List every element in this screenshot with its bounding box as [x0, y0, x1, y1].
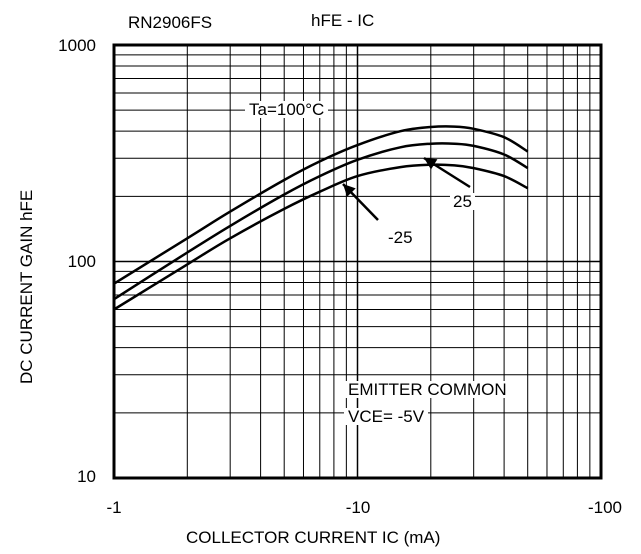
plot-frame	[112, 43, 603, 480]
chart-title: hFE - IC	[311, 11, 375, 30]
y-tick-label: 10	[77, 467, 96, 486]
condition-emitter-common: EMITTER COMMON	[344, 381, 511, 398]
y-tick-label: 1000	[58, 36, 96, 55]
arrow-25-head	[424, 158, 438, 170]
curve-ta-minus25	[113, 163, 529, 311]
y-axis-label: DC CURRENT GAIN hFE	[17, 189, 36, 384]
x-axis-label: COLLECTOR CURRENT IC (mA)	[186, 528, 441, 547]
part-number: RN2906FS	[128, 13, 213, 32]
x-tick-label: -10	[345, 498, 371, 517]
condition-vce: VCE= -5V	[344, 408, 429, 425]
x-tick-label: -1	[106, 498, 122, 517]
series-label-25: 25	[450, 193, 475, 210]
y-tick-label: 100	[67, 252, 96, 271]
x-tick-label: -100	[587, 498, 623, 517]
series-label-ta100: Ta=100°C	[245, 101, 329, 118]
curve-ta-100	[113, 125, 529, 285]
series-label-minus25: -25	[385, 229, 416, 246]
arrow-minus25-head	[343, 184, 356, 197]
curve-ta-25	[113, 142, 529, 301]
